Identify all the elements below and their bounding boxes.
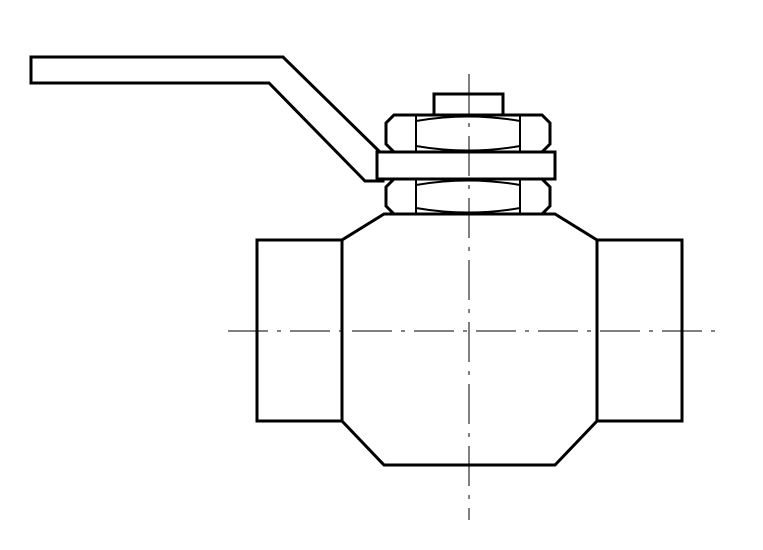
lower-hex-nut [384, 177, 552, 216]
lever-handle [29, 55, 385, 183]
washer-plate [375, 150, 557, 181]
upper-hex-nut [384, 113, 552, 154]
